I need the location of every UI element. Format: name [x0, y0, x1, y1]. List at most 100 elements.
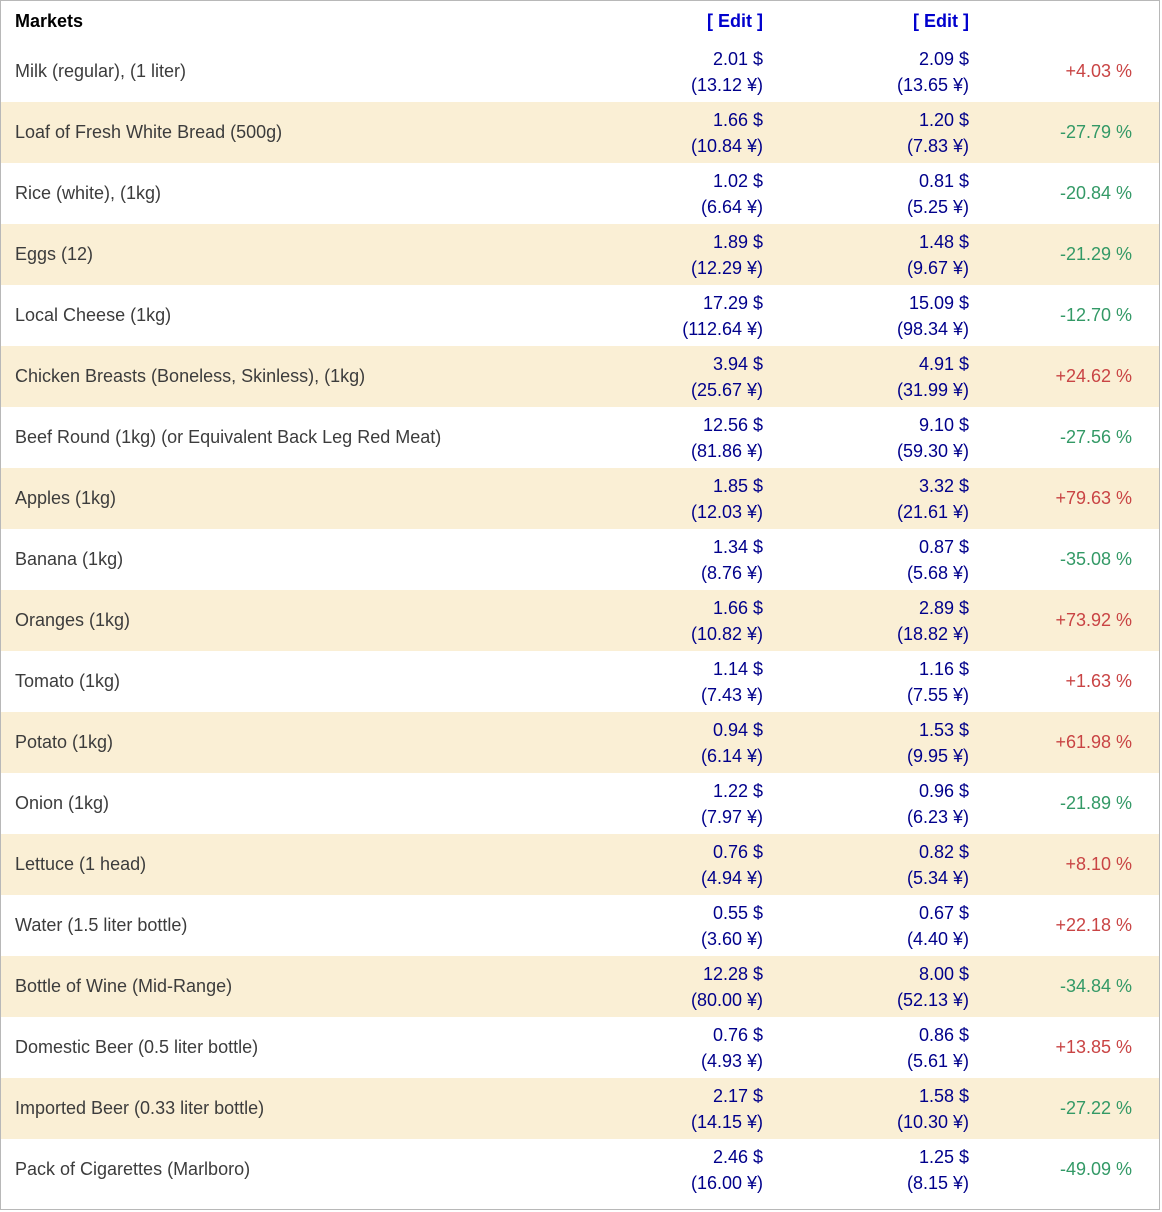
- price-city1: 1.89 $ (12.29 ¥): [641, 224, 763, 285]
- item-label: Tomato (1kg): [15, 671, 121, 691]
- price-local-currency: (13.65 ¥): [896, 74, 969, 95]
- price-city1: 1.22 $ (7.97 ¥): [641, 773, 763, 834]
- change-percent: +22.18 %: [1055, 915, 1132, 935]
- price-city1: 0.76 $ (4.94 ¥): [641, 834, 763, 895]
- price-local-currency: (5.61 ¥): [906, 1050, 969, 1071]
- price-city1: 12.28 $ (80.00 ¥): [641, 956, 763, 1017]
- price-usd: 1.53 $: [918, 719, 969, 740]
- price-city1: 0.55 $ (3.60 ¥): [641, 895, 763, 956]
- price-local-currency: (9.67 ¥): [906, 257, 969, 278]
- price-usd: 4.91 $: [918, 353, 969, 374]
- table-row: Milk (regular), (1 liter) 2.01 $ (13.12 …: [1, 41, 1159, 102]
- table-row: Pack of Cigarettes (Marlboro) 2.46 $ (16…: [1, 1139, 1159, 1200]
- price-usd: 1.58 $: [918, 1085, 969, 1106]
- price-city2: 0.82 $ (5.34 ¥): [763, 834, 969, 895]
- price-local-currency: (7.55 ¥): [906, 684, 969, 705]
- change-percent: -35.08 %: [1059, 549, 1132, 569]
- table-row: Potato (1kg) 0.94 $ (6.14 ¥) 1.53 $ (9.9…: [1, 712, 1159, 773]
- price-city1: 1.02 $ (6.64 ¥): [641, 163, 763, 224]
- price-local-currency: (12.29 ¥): [690, 257, 763, 278]
- item-label: Local Cheese (1kg): [15, 305, 172, 325]
- price-city1: 0.94 $ (6.14 ¥): [641, 712, 763, 773]
- item-label: Beef Round (1kg) (or Equivalent Back Leg…: [15, 427, 442, 447]
- price-local-currency: (5.34 ¥): [906, 867, 969, 888]
- price-usd: 1.66 $: [712, 597, 763, 618]
- price-usd: 0.87 $: [918, 536, 969, 557]
- price-city2: 3.32 $ (21.61 ¥): [763, 468, 969, 529]
- price-local-currency: (98.34 ¥): [896, 318, 969, 339]
- change-percent: -12.70 %: [1059, 305, 1132, 325]
- change-percent: -27.56 %: [1059, 427, 1132, 447]
- price-local-currency: (59.30 ¥): [896, 440, 969, 461]
- price-local-currency: (12.03 ¥): [690, 501, 763, 522]
- item-label: Apples (1kg): [15, 488, 117, 508]
- price-city2: 1.25 $ (8.15 ¥): [763, 1139, 969, 1200]
- price-usd: 2.01 $: [712, 48, 763, 69]
- table-row: Bottle of Wine (Mid-Range) 12.28 $ (80.0…: [1, 956, 1159, 1017]
- table-header-row: Markets [ Edit ] [ Edit ]: [1, 1, 1159, 41]
- item-label: Domestic Beer (0.5 liter bottle): [15, 1037, 259, 1057]
- change-percent: +79.63 %: [1055, 488, 1132, 508]
- price-city1: 1.85 $ (12.03 ¥): [641, 468, 763, 529]
- price-city2: 4.91 $ (31.99 ¥): [763, 346, 969, 407]
- price-local-currency: (7.83 ¥): [906, 135, 969, 156]
- price-usd: 1.14 $: [712, 658, 763, 679]
- price-usd: 0.67 $: [918, 902, 969, 923]
- change-percent: +8.10 %: [1065, 854, 1132, 874]
- price-city2: 8.00 $ (52.13 ¥): [763, 956, 969, 1017]
- change-percent: +24.62 %: [1055, 366, 1132, 386]
- item-label: Onion (1kg): [15, 793, 110, 813]
- price-city1: 0.76 $ (4.93 ¥): [641, 1017, 763, 1078]
- change-percent: -21.29 %: [1059, 244, 1132, 264]
- item-label: Bottle of Wine (Mid-Range): [15, 976, 233, 996]
- price-usd: 0.96 $: [918, 780, 969, 801]
- price-local-currency: (5.25 ¥): [906, 196, 969, 217]
- item-label: Oranges (1kg): [15, 610, 131, 630]
- price-usd: 1.66 $: [712, 109, 763, 130]
- table-row: Tomato (1kg) 1.14 $ (7.43 ¥) 1.16 $ (7.5…: [1, 651, 1159, 712]
- change-percent: -34.84 %: [1059, 976, 1132, 996]
- price-local-currency: (31.99 ¥): [896, 379, 969, 400]
- price-local-currency: (16.00 ¥): [690, 1172, 763, 1193]
- change-column-header: [969, 1, 1159, 41]
- price-city2: 0.81 $ (5.25 ¥): [763, 163, 969, 224]
- price-usd: 0.94 $: [712, 719, 763, 740]
- price-city2: 9.10 $ (59.30 ¥): [763, 407, 969, 468]
- price-local-currency: (9.95 ¥): [906, 745, 969, 766]
- section-title-markets: Markets: [15, 10, 84, 31]
- price-usd: 1.85 $: [712, 475, 763, 496]
- price-usd: 0.76 $: [712, 1024, 763, 1045]
- price-local-currency: (8.76 ¥): [700, 562, 763, 583]
- change-percent: +13.85 %: [1055, 1037, 1132, 1057]
- price-usd: 17.29 $: [702, 292, 763, 313]
- table-row: Oranges (1kg) 1.66 $ (10.82 ¥) 2.89 $ (1…: [1, 590, 1159, 651]
- price-local-currency: (52.13 ¥): [896, 989, 969, 1010]
- price-local-currency: (3.60 ¥): [700, 928, 763, 949]
- edit-city2-link[interactable]: [ Edit ]: [913, 10, 969, 31]
- table-row: Water (1.5 liter bottle) 0.55 $ (3.60 ¥)…: [1, 895, 1159, 956]
- price-local-currency: (10.84 ¥): [690, 135, 763, 156]
- table-row: Apples (1kg) 1.85 $ (12.03 ¥) 3.32 $ (21…: [1, 468, 1159, 529]
- price-city1: 1.34 $ (8.76 ¥): [641, 529, 763, 590]
- price-local-currency: (4.40 ¥): [906, 928, 969, 949]
- price-usd: 2.89 $: [918, 597, 969, 618]
- price-local-currency: (13.12 ¥): [690, 74, 763, 95]
- item-label: Loaf of Fresh White Bread (500g): [15, 122, 283, 142]
- price-city2: 1.20 $ (7.83 ¥): [763, 102, 969, 163]
- markets-table-body: Milk (regular), (1 liter) 2.01 $ (13.12 …: [1, 41, 1159, 1200]
- price-local-currency: (10.30 ¥): [896, 1111, 969, 1132]
- price-city2: 1.16 $ (7.55 ¥): [763, 651, 969, 712]
- table-row: Eggs (12) 1.89 $ (12.29 ¥) 1.48 $ (9.67 …: [1, 224, 1159, 285]
- table-row: Lettuce (1 head) 0.76 $ (4.94 ¥) 0.82 $ …: [1, 834, 1159, 895]
- price-usd: 3.94 $: [712, 353, 763, 374]
- price-usd: 0.55 $: [712, 902, 763, 923]
- price-local-currency: (4.94 ¥): [700, 867, 763, 888]
- price-usd: 1.22 $: [712, 780, 763, 801]
- price-city1: 1.66 $ (10.82 ¥): [641, 590, 763, 651]
- price-city2: 15.09 $ (98.34 ¥): [763, 285, 969, 346]
- edit-city1-link[interactable]: [ Edit ]: [707, 10, 763, 31]
- change-percent: +73.92 %: [1055, 610, 1132, 630]
- item-label: Pack of Cigarettes (Marlboro): [15, 1159, 251, 1179]
- price-usd: 0.86 $: [918, 1024, 969, 1045]
